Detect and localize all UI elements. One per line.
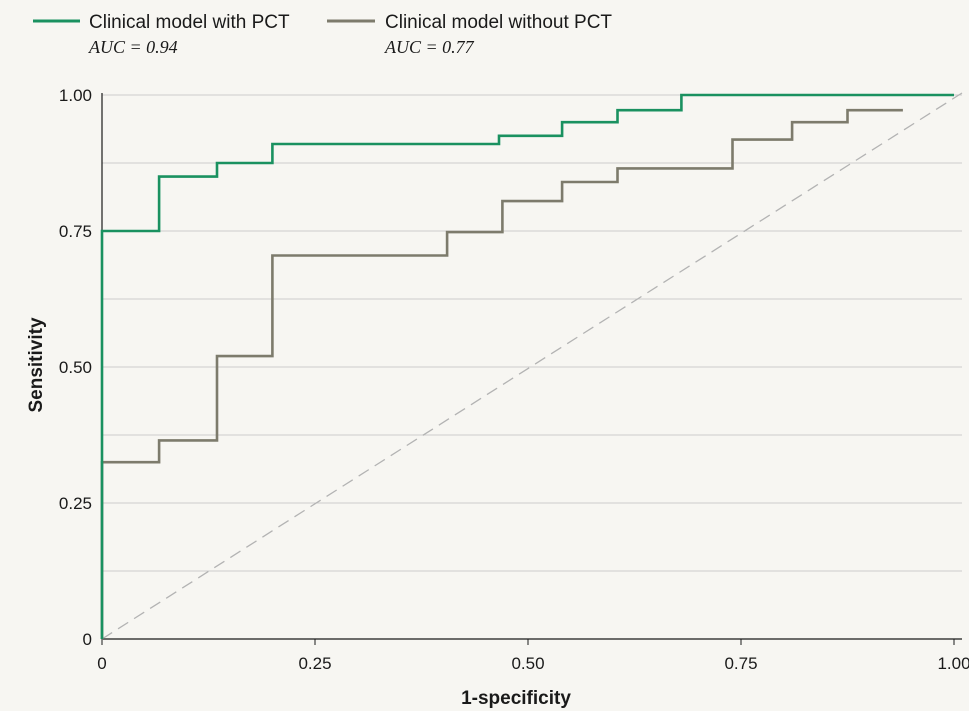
y-tick-label: 0.50 bbox=[59, 358, 92, 377]
legend-item-with-pct: Clinical model with PCT AUC = 0.94 bbox=[33, 12, 290, 57]
y-tick-label: 0.75 bbox=[59, 222, 92, 241]
gridlines bbox=[102, 94, 962, 572]
y-tick-label: 0.25 bbox=[59, 494, 92, 513]
y-tick-label: 0 bbox=[83, 630, 92, 649]
x-tick-label: 1.00 bbox=[937, 654, 969, 673]
legend: Clinical model with PCT AUC = 0.94 Clini… bbox=[33, 12, 612, 57]
x-tick-label: 0.25 bbox=[298, 654, 331, 673]
legend-auc-without-pct: AUC = 0.77 bbox=[384, 37, 475, 57]
y-tick-label: 1.00 bbox=[59, 86, 92, 105]
y-axis-title: Sensitivity bbox=[26, 317, 47, 412]
tick-labels: 0 0.25 0.50 0.75 1.00 0 0.25 0.50 0.75 1.00 bbox=[59, 86, 969, 673]
x-tick-label: 0.50 bbox=[511, 654, 544, 673]
reference-line-group bbox=[101, 92, 963, 640]
series-line-without-pct bbox=[100, 108, 903, 639]
legend-auc-with-pct: AUC = 0.94 bbox=[88, 37, 178, 57]
legend-label-with-pct: Clinical model with PCT bbox=[89, 12, 290, 33]
x-tick-label: 0 bbox=[97, 654, 106, 673]
series-lines bbox=[100, 93, 954, 639]
legend-label-without-pct: Clinical model without PCT bbox=[385, 12, 612, 33]
legend-item-without-pct: Clinical model without PCT AUC = 0.77 bbox=[327, 12, 612, 57]
x-axis-title: 1-specificity bbox=[461, 688, 571, 709]
series-line-with-pct bbox=[100, 93, 954, 639]
x-tick-label: 0.75 bbox=[724, 654, 757, 673]
reference-diagonal-line bbox=[101, 92, 963, 640]
